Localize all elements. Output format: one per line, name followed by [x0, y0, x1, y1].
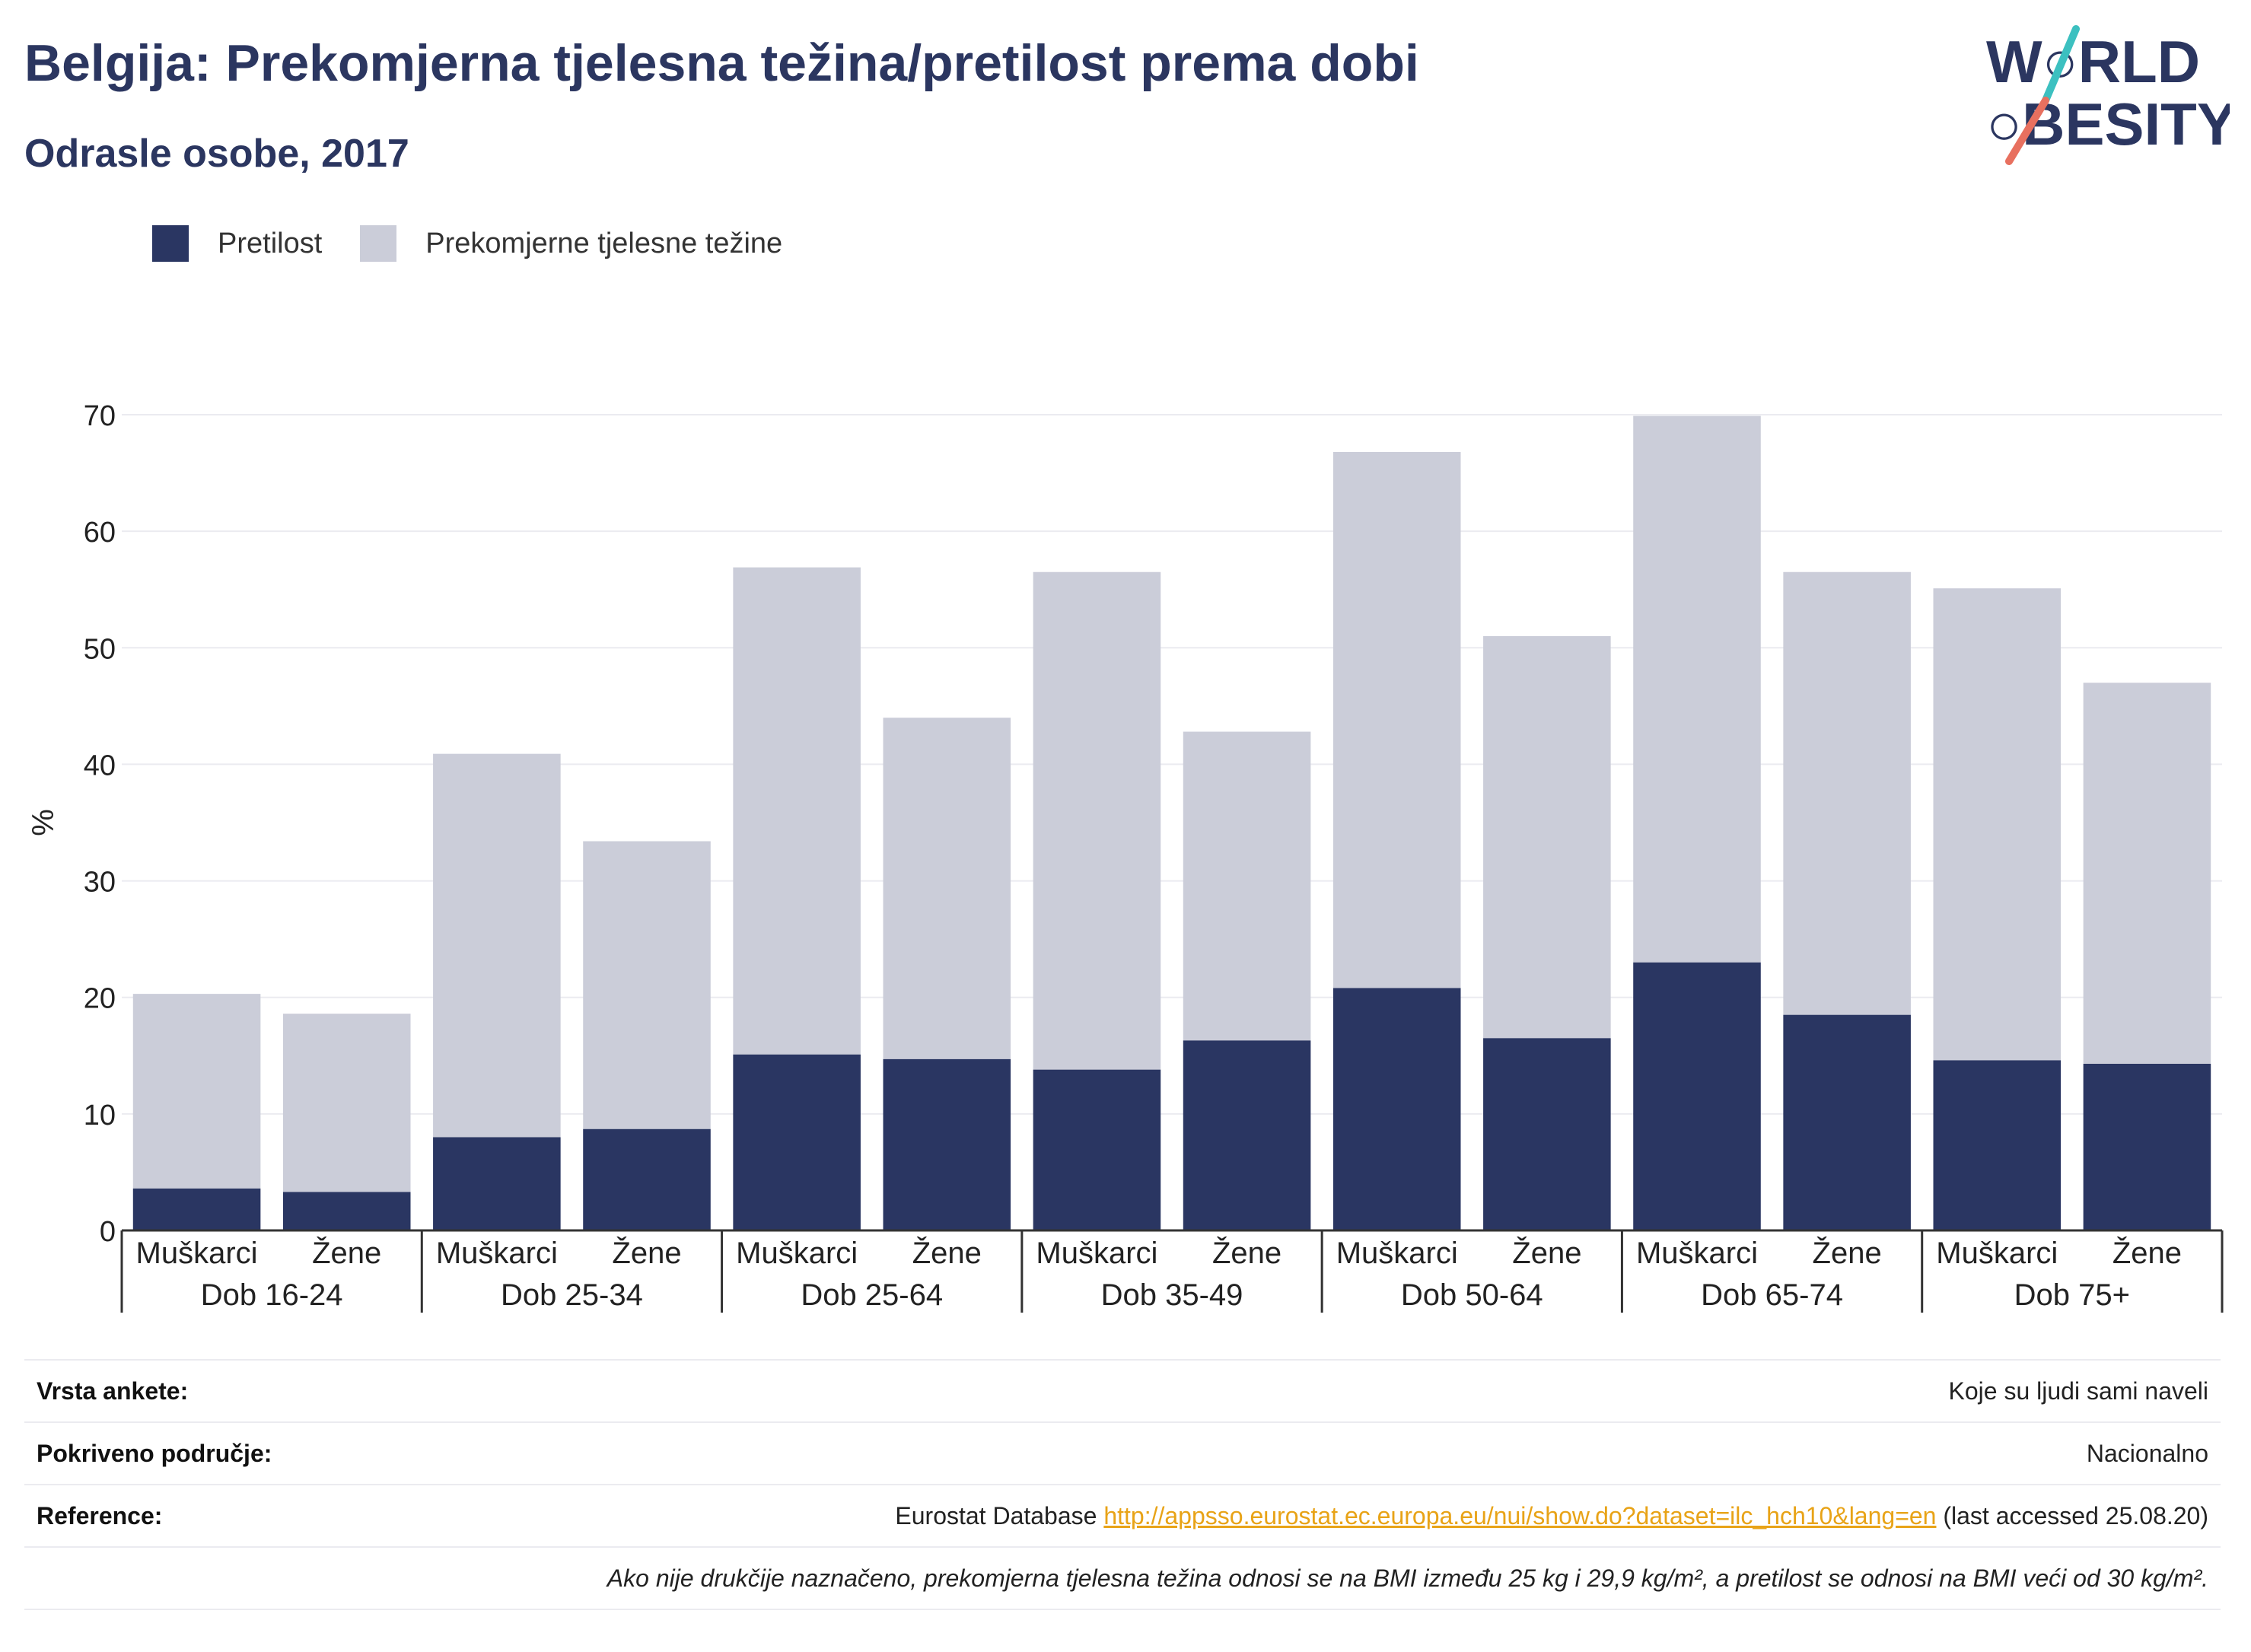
info-row-survey: Vrsta ankete: Koje su ljudi sami naveli [24, 1361, 2221, 1423]
info-table: Vrsta ankete: Koje su ljudi sami naveli … [24, 1359, 2221, 1610]
group-label: Dob 65-74 [1701, 1278, 1843, 1312]
y-tick-label: 30 [84, 867, 116, 899]
info-row-coverage: Pokriveno područje: Nacionalno [24, 1423, 2221, 1485]
group-label: Dob 50-64 [1401, 1278, 1543, 1312]
y-tick-label: 20 [84, 983, 116, 1015]
bar-chart: 0 10 20 30 40 50 60 70% Muškarci Žene Muškarci Žene… [27, 400, 2224, 1313]
x-tick-label: Muškarci [1636, 1237, 1758, 1270]
x-tick-label: Muškarci [1336, 1237, 1458, 1270]
survey-type-label: Vrsta ankete: [37, 1377, 189, 1405]
bar-overweight [1332, 452, 1461, 988]
coverage-value: Nacionalno [2086, 1439, 2208, 1467]
bar-obesity [1633, 962, 1761, 1230]
bar-obesity [1332, 988, 1461, 1230]
bar-overweight [583, 841, 711, 1129]
y-axis-label: % [27, 809, 60, 836]
survey-type-value: Koje su ljudi sami naveli [1948, 1377, 2209, 1405]
bar-overweight [883, 718, 1011, 1059]
y-tick-label: 40 [84, 750, 116, 781]
x-tick-label: Žene [312, 1236, 381, 1270]
bar-obesity [132, 1188, 261, 1230]
x-tick-label: Žene [2113, 1236, 2182, 1270]
bar-overweight [1783, 571, 1911, 1015]
y-tick-label: 50 [84, 633, 116, 665]
x-tick-label: Žene [1212, 1236, 1282, 1270]
bar-overweight [1183, 731, 1311, 1041]
bar-overweight [1933, 588, 2062, 1061]
legend-swatch-overweight [360, 225, 397, 262]
legend-label-overweight: Prekomjerne tjelesne težine [425, 227, 783, 259]
bar-obesity [583, 1128, 711, 1230]
x-tick-label: Žene [1813, 1236, 1882, 1270]
group-label: Dob 16-24 [201, 1278, 343, 1312]
bar-obesity [883, 1058, 1011, 1230]
bar-overweight [433, 753, 561, 1138]
bar-obesity [1183, 1040, 1311, 1230]
group-label: Dob 35-49 [1101, 1278, 1243, 1312]
y-tick-label: 10 [84, 1100, 116, 1132]
chart-title: Belgija: Prekomjerna tjelesna težina/pre… [24, 34, 1419, 92]
x-tick-label: Muškarci [736, 1237, 858, 1270]
y-tick-label: 60 [84, 517, 116, 549]
reference-value: Eurostat Database http://appsso.eurostat… [895, 1502, 2208, 1530]
chart-subtitle: Odrasle osobe, 2017 [24, 132, 409, 176]
reference-prefix: Eurostat Database [895, 1501, 1097, 1529]
coverage-label: Pokriveno područje: [37, 1439, 272, 1467]
x-tick-label: Muškarci [1936, 1237, 2058, 1270]
legend-item-obesity: Pretilost [152, 225, 322, 262]
bar-obesity [282, 1192, 411, 1230]
logo-line2: ○BESITY [1986, 91, 2230, 158]
x-tick-label: Muškarci [1036, 1237, 1157, 1270]
bar-obesity [433, 1137, 561, 1230]
bar-obesity [1783, 1014, 1911, 1230]
y-tick-label: 0 [100, 1216, 116, 1248]
bar-overweight [2083, 683, 2211, 1065]
bar-obesity [1933, 1060, 2062, 1230]
info-row-reference: Reference: Eurostat Database http://apps… [24, 1485, 2221, 1548]
bar-overweight [132, 994, 261, 1189]
bar-obesity [1033, 1069, 1161, 1230]
x-tick-label: Muškarci [436, 1237, 558, 1270]
y-tick-label: 70 [84, 400, 116, 432]
x-tick-label: Žene [1512, 1236, 1581, 1270]
x-tick-label: Muškarci [136, 1237, 258, 1270]
reference-suffix: (last accessed 25.08.20) [1943, 1501, 2208, 1529]
x-tick-label: Žene [612, 1236, 681, 1270]
bar-obesity [733, 1054, 861, 1230]
reference-link[interactable]: http://appsso.eurostat.ec.europa.eu/nui/… [1103, 1501, 1937, 1529]
group-label: Dob 25-34 [501, 1278, 643, 1312]
bar-overweight [282, 1014, 411, 1192]
logo-slash-teal [2042, 25, 2080, 104]
group-label: Dob 25-64 [801, 1278, 943, 1312]
bar-overweight [1033, 571, 1161, 1070]
bar-obesity [2083, 1064, 2211, 1230]
legend-label-obesity: Pretilost [218, 227, 323, 259]
world-obesity-logo: W○RLD ○BESITY [1986, 25, 2230, 165]
reference-label: Reference: [37, 1501, 163, 1529]
legend-swatch-obesity [152, 225, 189, 262]
bar-overweight [733, 567, 861, 1055]
bar-overweight [1483, 635, 1611, 1039]
x-tick-label: Žene [912, 1236, 982, 1270]
legend-item-overweight: Prekomjerne tjelesne težine [360, 225, 782, 262]
info-row-note: Ako nije drukčije naznačeno, prekomjerna… [24, 1548, 2221, 1610]
chart-legend: Pretilost Prekomjerne tjelesne težine [152, 225, 820, 262]
bar-overweight [1633, 415, 1761, 963]
group-label: Dob 75+ [2014, 1278, 2130, 1312]
definition-note: Ako nije drukčije naznačeno, prekomjerna… [607, 1564, 2208, 1592]
bar-obesity [1483, 1038, 1611, 1230]
logo-slash-coral [2005, 97, 2049, 165]
